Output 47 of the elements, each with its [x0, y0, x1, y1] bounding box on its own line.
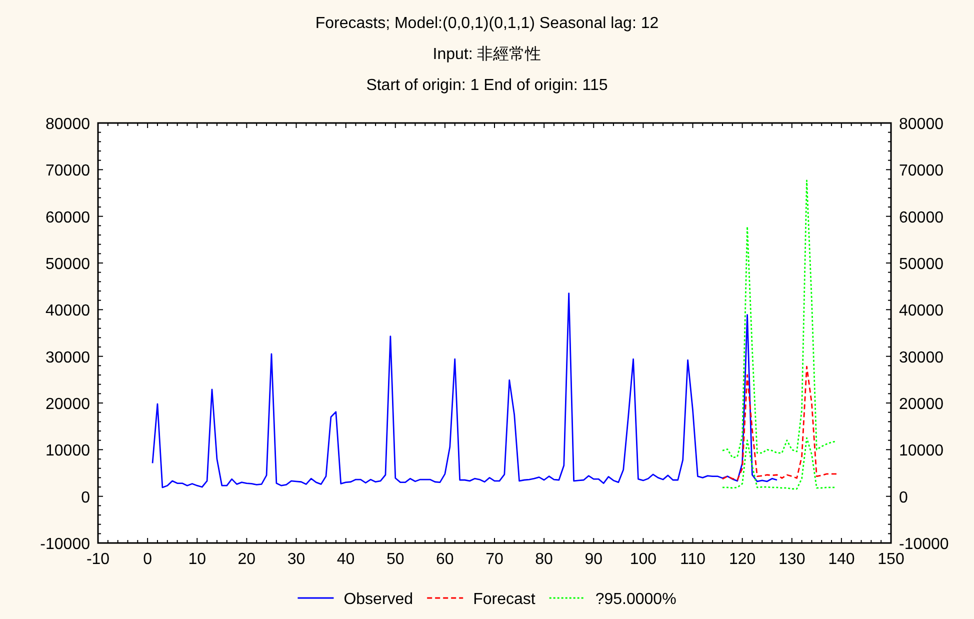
- y2-tick-label: 30000: [899, 349, 944, 366]
- x-tick-label: 70: [486, 551, 504, 568]
- y-tick-label: 0: [81, 489, 90, 506]
- x-tick-label: 100: [630, 551, 657, 568]
- chart-title: Forecasts; Model:(0,0,1)(0,1,1) Seasonal lag: 12: [315, 15, 659, 32]
- y-tick-label: 60000: [46, 209, 90, 226]
- legend-label: Observed: [344, 591, 414, 608]
- x-tick-label: 20: [238, 551, 256, 568]
- x-tick-label: 0: [143, 551, 152, 568]
- y2-tick-label: 70000: [899, 162, 944, 180]
- x-tick-label: 90: [584, 551, 603, 568]
- y2-tick-label: 80000: [899, 116, 944, 133]
- line-series: [722, 437, 838, 490]
- line-series: [722, 180, 838, 458]
- x-tick-label: 10: [188, 551, 206, 568]
- y-tick-label: 80000: [46, 116, 90, 133]
- y2-tick-label: 20000: [899, 396, 944, 413]
- y-tick-label: 70000: [46, 162, 90, 180]
- x-tick-label: 60: [436, 551, 454, 568]
- x-tick-label: 140: [828, 551, 855, 568]
- chart-subtitle: Input: 非經常性: [432, 45, 542, 63]
- x-tick-label: 30: [287, 551, 306, 568]
- y-tick-label: 20000: [46, 396, 90, 413]
- x-tick-label: 80: [535, 551, 554, 568]
- y-tick-label: 50000: [46, 256, 90, 273]
- y-tick-label: 10000: [46, 442, 90, 460]
- legend-label: Forecast: [473, 591, 536, 608]
- y2-tick-label: 10000: [899, 442, 944, 460]
- y-tick-label: -10000: [40, 536, 90, 553]
- line-series: [722, 366, 838, 481]
- legend-label: ?95.0000%: [595, 591, 676, 608]
- y2-tick-label: 0: [899, 489, 908, 506]
- y-tick-label: 30000: [46, 349, 90, 366]
- y2-tick-label: -10000: [899, 536, 949, 553]
- x-tick-label: 110: [680, 551, 706, 568]
- x-tick-label: -10: [86, 551, 110, 568]
- y2-tick-label: 60000: [899, 209, 944, 226]
- x-tick-label: 50: [386, 551, 404, 568]
- y2-tick-label: 40000: [899, 302, 944, 320]
- x-tick-label: 40: [336, 551, 355, 568]
- x-tick-label: 130: [778, 551, 806, 568]
- line-series: [152, 292, 778, 488]
- text: Start of origin: 1 End of origin: 115: [366, 77, 608, 94]
- y-tick-label: 40000: [46, 302, 90, 320]
- y2-tick-label: 50000: [899, 256, 944, 273]
- x-tick-label: 120: [728, 551, 756, 568]
- x-tick-label: 150: [878, 551, 904, 568]
